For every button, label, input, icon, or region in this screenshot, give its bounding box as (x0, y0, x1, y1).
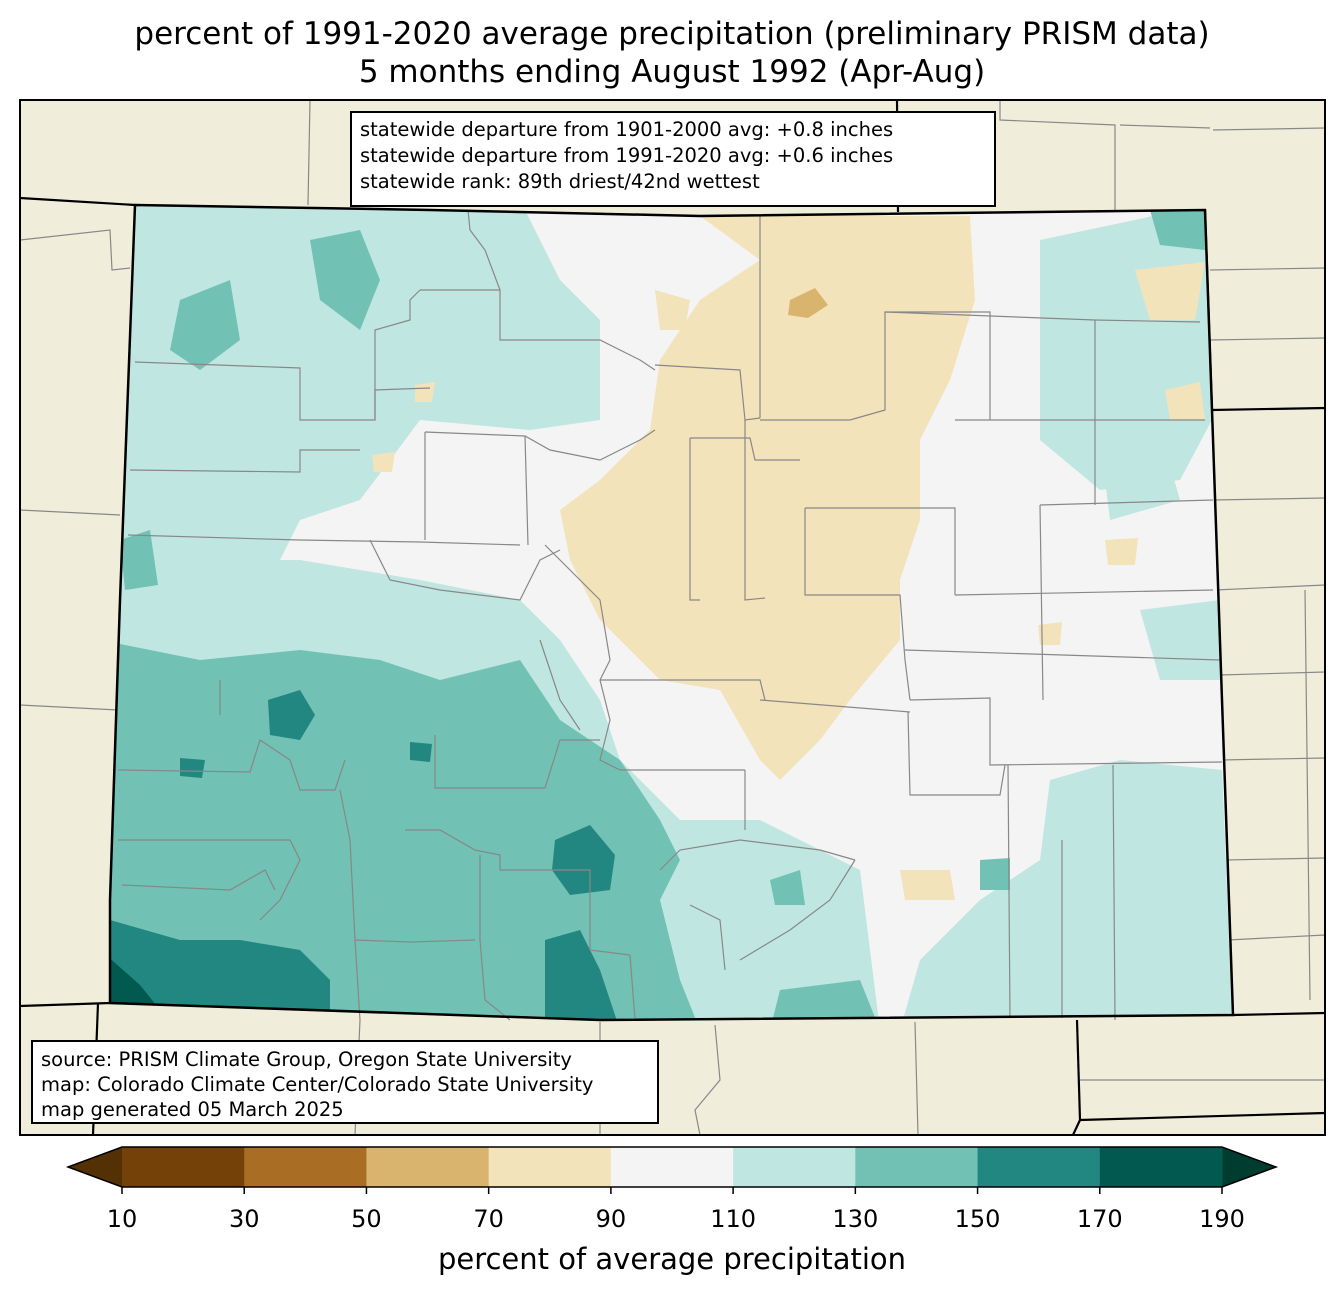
colorbar-bin (610, 1147, 734, 1187)
map-frame (19, 99, 1326, 1136)
colorbar-bin (122, 1147, 245, 1187)
colorbar-tick-label: 170 (1076, 1205, 1123, 1233)
credits-line-3: map generated 05 March 2025 (41, 1098, 344, 1121)
colorbar-bin (977, 1147, 1101, 1187)
credits-line-1: source: PRISM Climate Group, Oregon Stat… (41, 1048, 572, 1071)
stats-line-3: statewide rank: 89th driest/42nd wettest (360, 170, 760, 193)
colorbar-tick-label: 30 (228, 1205, 260, 1233)
title-line-2: 5 months ending August 1992 (Apr-Aug) (358, 54, 986, 90)
colorbar-tick-label: 10 (106, 1205, 138, 1233)
colorbar-tick-label: 110 (710, 1205, 757, 1233)
stats-line-2: statewide departure from 1991-2020 avg: … (360, 144, 894, 167)
credits-box: source: PRISM Climate Group, Oregon Stat… (31, 1040, 659, 1124)
colorbar-tick-label: 50 (351, 1205, 382, 1233)
colorbar (65, 1146, 1279, 1194)
stats-line-1: statewide departure from 1901-2000 avg: … (360, 118, 894, 141)
colorbar-tick-label: 190 (1199, 1205, 1245, 1233)
colorbar-bin (855, 1147, 979, 1187)
colorbar-tick-label: 130 (832, 1205, 879, 1233)
county-lines (117, 209, 1223, 1021)
statewide-stats-box: statewide departure from 1901-2000 avg: … (350, 111, 996, 207)
colorbar-under-arrow (68, 1147, 122, 1187)
zone-150-170 (110, 690, 620, 1020)
colorbar-tick-label: 150 (954, 1205, 1001, 1233)
colorbar-bin (366, 1147, 490, 1187)
colorado-precip-field (110, 205, 1233, 1020)
colorbar-tick-label: 90 (595, 1205, 627, 1233)
colorbar-bin (733, 1147, 856, 1187)
zone-70-90 (372, 216, 1205, 900)
zone-170-plus (110, 955, 160, 1010)
colorbar-bin (488, 1147, 612, 1187)
colorbar-bin (244, 1147, 367, 1187)
colorbar-over-arrow (1222, 1147, 1276, 1187)
zone-50-70 (788, 288, 828, 318)
credits-line-2: map: Colorado Climate Center/Colorado St… (41, 1073, 594, 1096)
colorbar-tick-label: 70 (473, 1205, 504, 1233)
colorbar-label: percent of average precipitation (437, 1242, 907, 1276)
title-line-1: percent of 1991-2020 average precipitati… (134, 16, 1210, 52)
colorbar-bin (1099, 1147, 1223, 1187)
colorado-border (108, 203, 1235, 1022)
